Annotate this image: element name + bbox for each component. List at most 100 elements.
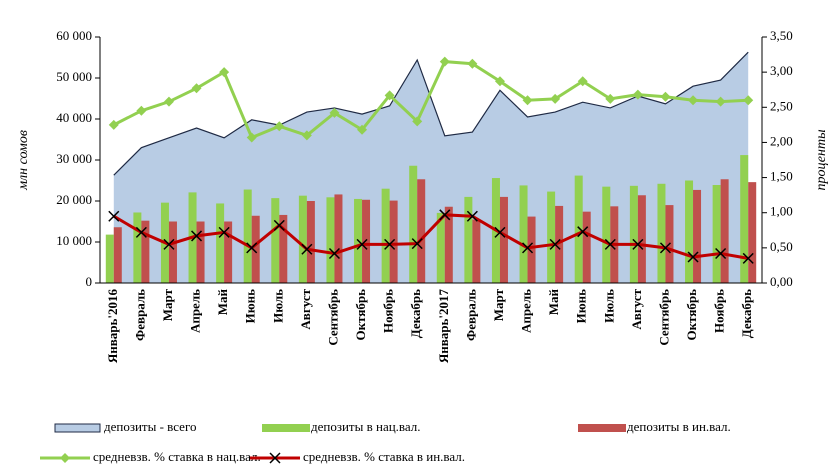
- bar: [444, 206, 453, 283]
- line-marker: [439, 56, 450, 67]
- bar: [519, 185, 528, 283]
- x-tick-label: Апрель: [188, 289, 203, 333]
- line-marker: [357, 124, 368, 135]
- line-marker: [191, 230, 203, 242]
- line-marker: [329, 107, 340, 118]
- y-tick-label: 20 000: [56, 192, 92, 207]
- bar: [602, 186, 611, 283]
- bar: [196, 221, 205, 283]
- x-tick-label: Ноябрь: [712, 289, 727, 333]
- x-tick-label: Сентябрь: [325, 289, 340, 346]
- line-marker: [577, 226, 589, 238]
- bar: [720, 179, 729, 283]
- y-tick-label: 30 000: [56, 151, 92, 166]
- line-marker: [632, 89, 643, 100]
- x-tick-label: Февраль: [463, 289, 478, 341]
- x-tick-label: Июнь: [574, 289, 589, 324]
- y2-tick-label: 3,00: [770, 63, 793, 78]
- y-tick-label: 50 000: [56, 69, 92, 84]
- x-tick-label: Август: [298, 288, 313, 329]
- bar: [243, 189, 252, 283]
- bar: [105, 234, 114, 283]
- bar: [712, 185, 721, 283]
- legend-marker: [269, 452, 281, 464]
- bar: [326, 197, 335, 283]
- legend-swatch: [262, 424, 310, 432]
- y-tick-label: 40 000: [56, 110, 92, 125]
- line-marker: [550, 93, 561, 104]
- x-tick-label: Ноябрь: [381, 289, 396, 333]
- bar: [436, 212, 445, 283]
- x-tick-label: Март: [491, 288, 506, 321]
- line-marker: [549, 238, 561, 250]
- line-marker: [688, 95, 699, 106]
- line-marker: [411, 238, 423, 250]
- y2-tick-label: 2,00: [770, 133, 793, 148]
- bar: [251, 215, 260, 283]
- bar: [381, 188, 390, 283]
- legend-swatch: [54, 423, 101, 433]
- line-marker: [605, 93, 616, 104]
- bar: [417, 179, 426, 283]
- legend-label: средневзв. % ставка в нац.вал.: [93, 449, 261, 464]
- bar: [389, 200, 398, 283]
- line-marker: [136, 105, 147, 116]
- bar: [629, 185, 638, 283]
- x-tick-label: Апрель: [519, 289, 534, 333]
- bar: [637, 195, 646, 283]
- line-marker: [494, 226, 506, 238]
- x-tick-label: Январь'2017: [436, 289, 451, 364]
- x-tick-label: Август: [629, 288, 644, 329]
- line-marker: [135, 226, 147, 238]
- legend-label: депозиты - всего: [104, 419, 196, 434]
- bar: [574, 175, 583, 283]
- line-marker: [715, 96, 726, 107]
- x-tick-label: Июль: [270, 289, 285, 323]
- line-marker: [301, 130, 312, 141]
- line-marker: [687, 251, 699, 263]
- y2-tick-label: 0,00: [770, 274, 793, 289]
- line-marker: [273, 219, 285, 231]
- bar: [748, 182, 757, 283]
- x-tick-label: Октябрь: [353, 289, 368, 341]
- line-marker: [412, 116, 423, 127]
- bar: [555, 205, 564, 283]
- bar: [216, 203, 225, 283]
- line-marker: [522, 95, 533, 106]
- line-marker: [467, 58, 478, 69]
- bar: [271, 198, 280, 283]
- x-tick-label: Март: [160, 288, 175, 321]
- x-tick-label: Май: [215, 288, 230, 315]
- line-marker: [604, 238, 616, 250]
- bar: [334, 194, 343, 283]
- line-marker: [218, 226, 230, 238]
- bar: [685, 180, 694, 283]
- bar: [657, 183, 666, 283]
- bar: [693, 189, 702, 283]
- bar: [224, 221, 233, 283]
- y2-tick-label: 3,50: [770, 28, 793, 43]
- x-tick-label: Декабрь: [739, 289, 754, 338]
- bar: [472, 219, 481, 283]
- y2-axis-label: проценты: [814, 129, 829, 190]
- line-marker: [108, 210, 120, 222]
- bar: [464, 196, 473, 283]
- line-marker: [246, 132, 257, 143]
- bar: [306, 201, 315, 283]
- bar: [409, 165, 418, 283]
- x-tick-label: Январь'2016: [105, 289, 120, 364]
- line-marker: [660, 91, 671, 102]
- line-marker: [743, 95, 754, 106]
- y-tick-label: 0: [86, 274, 93, 289]
- bar: [740, 155, 749, 283]
- legend-marker: [60, 453, 70, 463]
- y2-tick-label: 0,50: [770, 239, 793, 254]
- line-marker: [522, 242, 534, 254]
- legend-swatch: [578, 424, 626, 432]
- line-marker: [163, 96, 174, 107]
- y-axis-label: млн сомов: [16, 130, 31, 191]
- bar: [168, 221, 177, 283]
- line-marker: [577, 76, 588, 87]
- area: [113, 52, 749, 283]
- line-marker: [466, 210, 478, 222]
